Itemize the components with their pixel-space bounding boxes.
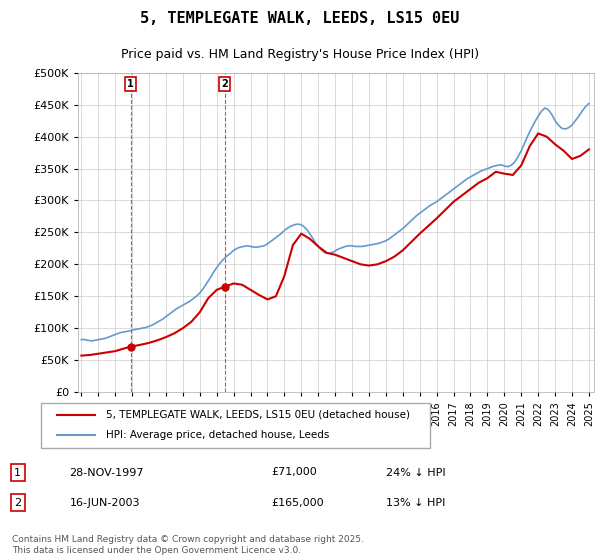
Text: 16-JUN-2003: 16-JUN-2003 xyxy=(70,498,140,508)
Text: HPI: Average price, detached house, Leeds: HPI: Average price, detached house, Leed… xyxy=(106,430,329,440)
Text: 5, TEMPLEGATE WALK, LEEDS, LS15 0EU: 5, TEMPLEGATE WALK, LEEDS, LS15 0EU xyxy=(140,11,460,26)
Text: £71,000: £71,000 xyxy=(271,468,317,478)
Text: 13% ↓ HPI: 13% ↓ HPI xyxy=(386,498,446,508)
FancyBboxPatch shape xyxy=(41,403,430,448)
Text: Contains HM Land Registry data © Crown copyright and database right 2025.
This d: Contains HM Land Registry data © Crown c… xyxy=(12,535,364,555)
Text: Price paid vs. HM Land Registry's House Price Index (HPI): Price paid vs. HM Land Registry's House … xyxy=(121,48,479,61)
Text: 28-NOV-1997: 28-NOV-1997 xyxy=(70,468,144,478)
Text: 1: 1 xyxy=(14,468,21,478)
Text: 2: 2 xyxy=(221,79,228,89)
Text: £165,000: £165,000 xyxy=(271,498,324,508)
Text: 1: 1 xyxy=(127,79,134,89)
Text: 24% ↓ HPI: 24% ↓ HPI xyxy=(386,468,446,478)
Text: 5, TEMPLEGATE WALK, LEEDS, LS15 0EU (detached house): 5, TEMPLEGATE WALK, LEEDS, LS15 0EU (det… xyxy=(106,409,410,419)
Text: 2: 2 xyxy=(14,498,22,508)
